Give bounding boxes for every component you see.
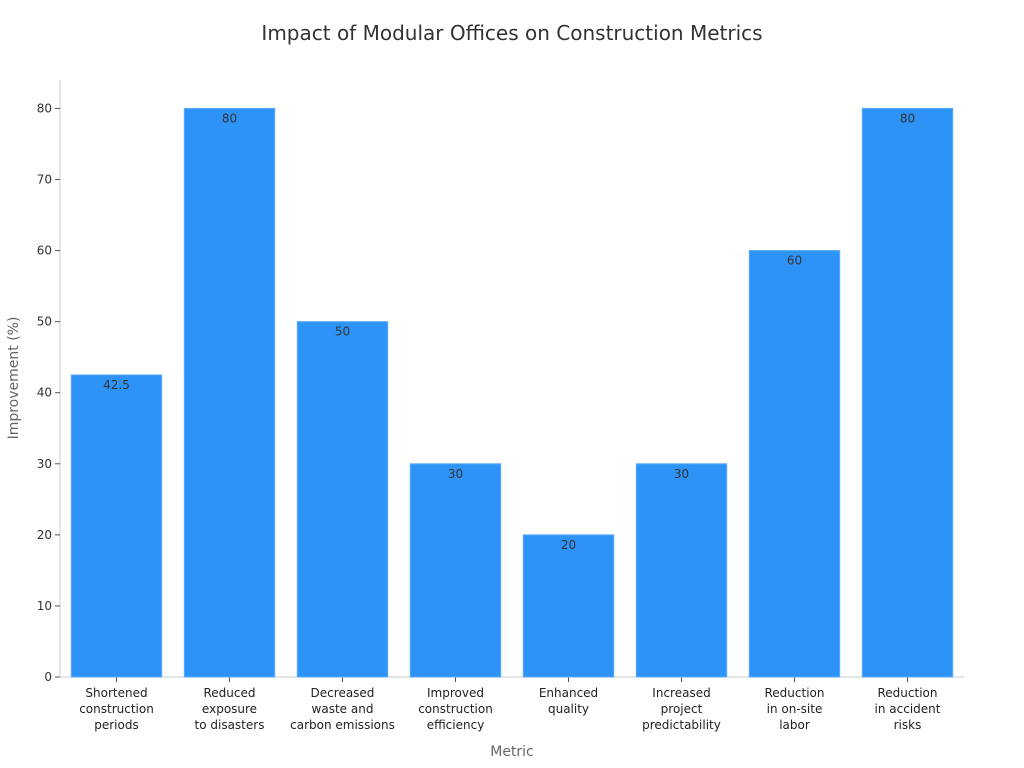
x-axis	[60, 676, 964, 682]
bar	[296, 321, 389, 678]
y-tick-label: 40	[37, 386, 52, 400]
bar	[409, 463, 502, 678]
bar	[635, 463, 728, 678]
bars	[70, 107, 954, 678]
x-axis-label: Metric	[490, 744, 534, 760]
category-label: Reduction in accident risks	[875, 686, 941, 732]
category-labels: Shortened construction periods Reduced expos…	[79, 686, 941, 732]
y-tick-label: 0	[44, 670, 52, 684]
y-tick-label: 70	[37, 173, 52, 187]
bar	[70, 374, 163, 678]
category-label: Reduced exposure to disasters	[195, 686, 265, 732]
data-label: 20	[561, 538, 576, 552]
y-tick-label: 30	[37, 457, 52, 471]
y-tick-label: 60	[37, 244, 52, 258]
data-label: 42.5	[103, 378, 130, 392]
data-label: 50	[335, 325, 350, 339]
category-label: Reduction in on-site labor	[765, 686, 825, 732]
bar	[522, 534, 615, 678]
data-label: 80	[222, 111, 237, 125]
bar	[861, 107, 954, 678]
bar	[183, 107, 276, 678]
category-label: Improved construction efficiency	[418, 686, 493, 732]
chart-title: Impact of Modular Offices on Constructio…	[261, 21, 762, 45]
category-label: Shortened construction periods	[79, 686, 154, 732]
y-tick-label: 50	[37, 315, 52, 329]
y-axis: 0 10 20 30 40 50 60 70 80	[37, 80, 61, 684]
y-tick-label: 10	[37, 599, 52, 613]
data-label: 30	[448, 467, 463, 481]
data-label: 80	[900, 111, 915, 125]
data-labels: 42.5 80 50 30 20 30 60 80	[103, 111, 915, 551]
category-label: Decreased waste and carbon emissions	[290, 686, 395, 732]
data-label: 30	[674, 467, 689, 481]
y-tick-label: 20	[37, 528, 52, 542]
data-label: 60	[787, 254, 802, 268]
category-label: Enhanced quality	[539, 686, 598, 716]
bar	[748, 250, 841, 678]
y-axis-label: Improvement (%)	[6, 317, 22, 440]
category-label: Increased project predictability	[642, 686, 721, 732]
y-tick-label: 80	[37, 101, 52, 115]
